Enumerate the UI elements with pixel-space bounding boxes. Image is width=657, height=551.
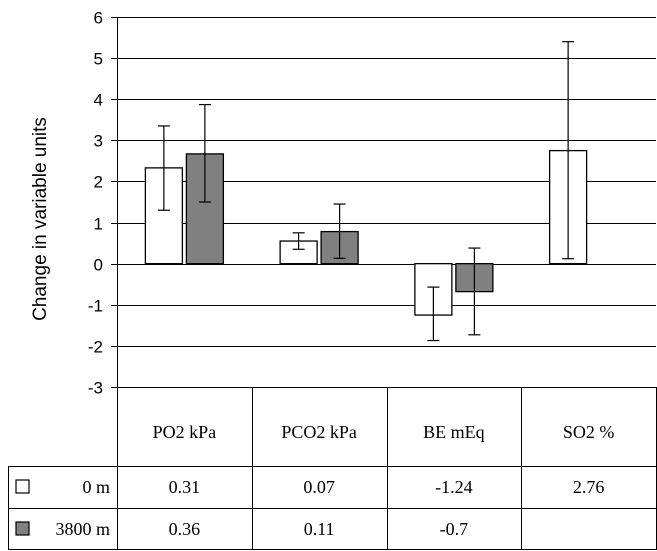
y-tick-label: -3 xyxy=(88,379,103,398)
table-cell-value: 0.11 xyxy=(304,519,335,539)
legend-label: 3800 m xyxy=(55,519,110,539)
table-cell-value: 0.07 xyxy=(303,477,335,497)
y-tick-label: 0 xyxy=(94,256,103,275)
y-tick-label: 5 xyxy=(94,50,103,69)
y-tick-label: 2 xyxy=(94,173,103,192)
legend-swatch xyxy=(15,521,30,536)
y-axis-label: Change in variable units xyxy=(30,117,51,321)
bars xyxy=(144,149,588,316)
y-tick-label: 1 xyxy=(94,215,103,234)
x-category-label: BE mEq xyxy=(423,422,485,442)
x-category-label: PO2 kPa xyxy=(153,422,217,442)
table-cell-value: -1.24 xyxy=(435,477,473,497)
table-cell-value: -0.7 xyxy=(440,519,469,539)
axes xyxy=(111,17,118,388)
table-cell-value: 0.36 xyxy=(169,519,201,539)
y-tick-labels: -3 -2 -1 0 1 2 3 4 5 6 xyxy=(88,9,103,398)
y-tick-label: 4 xyxy=(94,91,103,110)
y-tick-label: 6 xyxy=(94,9,103,28)
x-category-label: SO2 % xyxy=(563,422,615,442)
table-cell-value: 2.76 xyxy=(573,477,605,497)
legend-swatch xyxy=(15,479,30,494)
y-tick-label: -1 xyxy=(88,297,103,316)
y-tick-label: -2 xyxy=(88,338,103,357)
y-tick-label: 3 xyxy=(94,132,103,151)
table-cell-value: 0.31 xyxy=(169,477,201,497)
legend-label: 0 m xyxy=(82,477,110,497)
error-bars xyxy=(157,41,575,342)
x-category-label: PCO2 kPa xyxy=(281,422,357,442)
data-table: PO2 kPa PCO2 kPa BE mEq SO2 % 0 m 0.31 0.07 -1.… xyxy=(8,387,657,550)
